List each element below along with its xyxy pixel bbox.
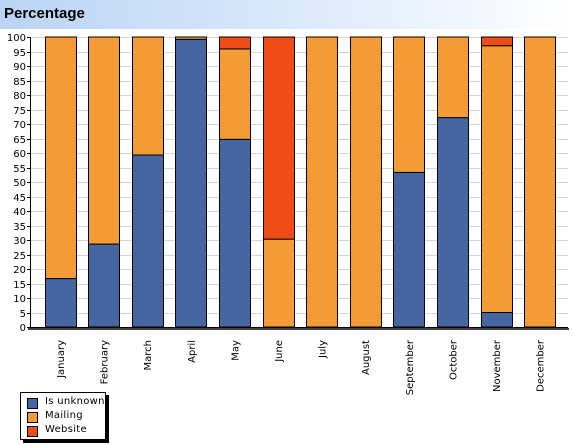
bar-segment — [481, 312, 513, 328]
x-tick-label: November — [492, 339, 503, 392]
bar-segment — [45, 278, 77, 328]
x-tick-label: May — [230, 340, 241, 361]
y-tick-label: 85 — [13, 77, 26, 88]
bar-segment — [481, 36, 513, 47]
legend-swatch-mailing — [27, 412, 38, 423]
legend-label-mailing: Mailing — [45, 410, 83, 421]
legend-label-is-unknown: Is unknown — [45, 396, 105, 407]
bar-segment — [263, 238, 295, 328]
bar-segment — [350, 36, 382, 328]
bar-segment — [88, 243, 120, 328]
y-tick-label: 75 — [13, 106, 26, 117]
y-tick-label: 70 — [13, 120, 26, 131]
bar-segment — [524, 36, 556, 328]
y-tick-label: 90 — [13, 62, 26, 73]
y-tick-label: 50 — [13, 178, 26, 189]
bar-segment — [219, 36, 251, 50]
chart-title: Percentage — [4, 5, 85, 22]
y-tick-label: 65 — [13, 135, 26, 146]
bar-segment — [306, 36, 338, 328]
bar-segment — [175, 36, 207, 40]
y-tick-label: 10 — [13, 294, 26, 305]
legend: Is unknown Mailing Website — [20, 392, 106, 440]
bar-segment — [393, 36, 425, 173]
bar-segment — [88, 36, 120, 245]
chart-header: Percentage — [0, 0, 573, 29]
y-tick-label: 35 — [13, 222, 26, 233]
bar-segment — [132, 36, 164, 156]
y-tick-label: 80 — [13, 91, 26, 102]
y-tick-label: 60 — [13, 149, 26, 160]
y-tick-label: 100 — [7, 33, 26, 44]
bar-segment — [263, 36, 295, 240]
y-tick-label: 55 — [13, 164, 26, 175]
x-tick-label: December — [536, 339, 547, 392]
x-tick-label: January — [56, 340, 67, 379]
y-tick-label: 25 — [13, 251, 26, 262]
x-tick-label: March — [143, 340, 154, 370]
bar-segment — [219, 48, 251, 140]
y-tick-label: 5 — [20, 309, 26, 320]
x-tick-label: October — [448, 339, 459, 380]
bar-segment — [481, 45, 513, 313]
bar-segment — [437, 117, 469, 328]
y-tick-label: 15 — [13, 280, 26, 291]
x-tick-label: June — [274, 340, 285, 363]
legend-label-website: Website — [45, 424, 87, 435]
y-tick-label: 0 — [20, 323, 26, 334]
y-tick-label: 95 — [13, 48, 26, 59]
y-tick-label: 45 — [13, 193, 26, 204]
y-tick-label: 20 — [13, 265, 26, 276]
bar-segment — [132, 154, 164, 328]
bar-segment — [45, 36, 77, 280]
bar-segment — [437, 36, 469, 119]
legend-swatch-is-unknown — [27, 398, 38, 409]
bar-segment — [393, 171, 425, 328]
x-tick-label: August — [361, 340, 372, 375]
bar-segment — [175, 38, 207, 328]
x-tick-label: February — [100, 340, 111, 384]
y-tick-label: 40 — [13, 207, 26, 218]
x-tick-label: September — [405, 339, 416, 395]
x-tick-label: April — [187, 340, 198, 363]
x-tick-label: July — [318, 340, 329, 359]
bar-segment — [219, 138, 251, 328]
y-tick-label: 30 — [13, 236, 26, 247]
legend-swatch-website — [27, 426, 38, 437]
